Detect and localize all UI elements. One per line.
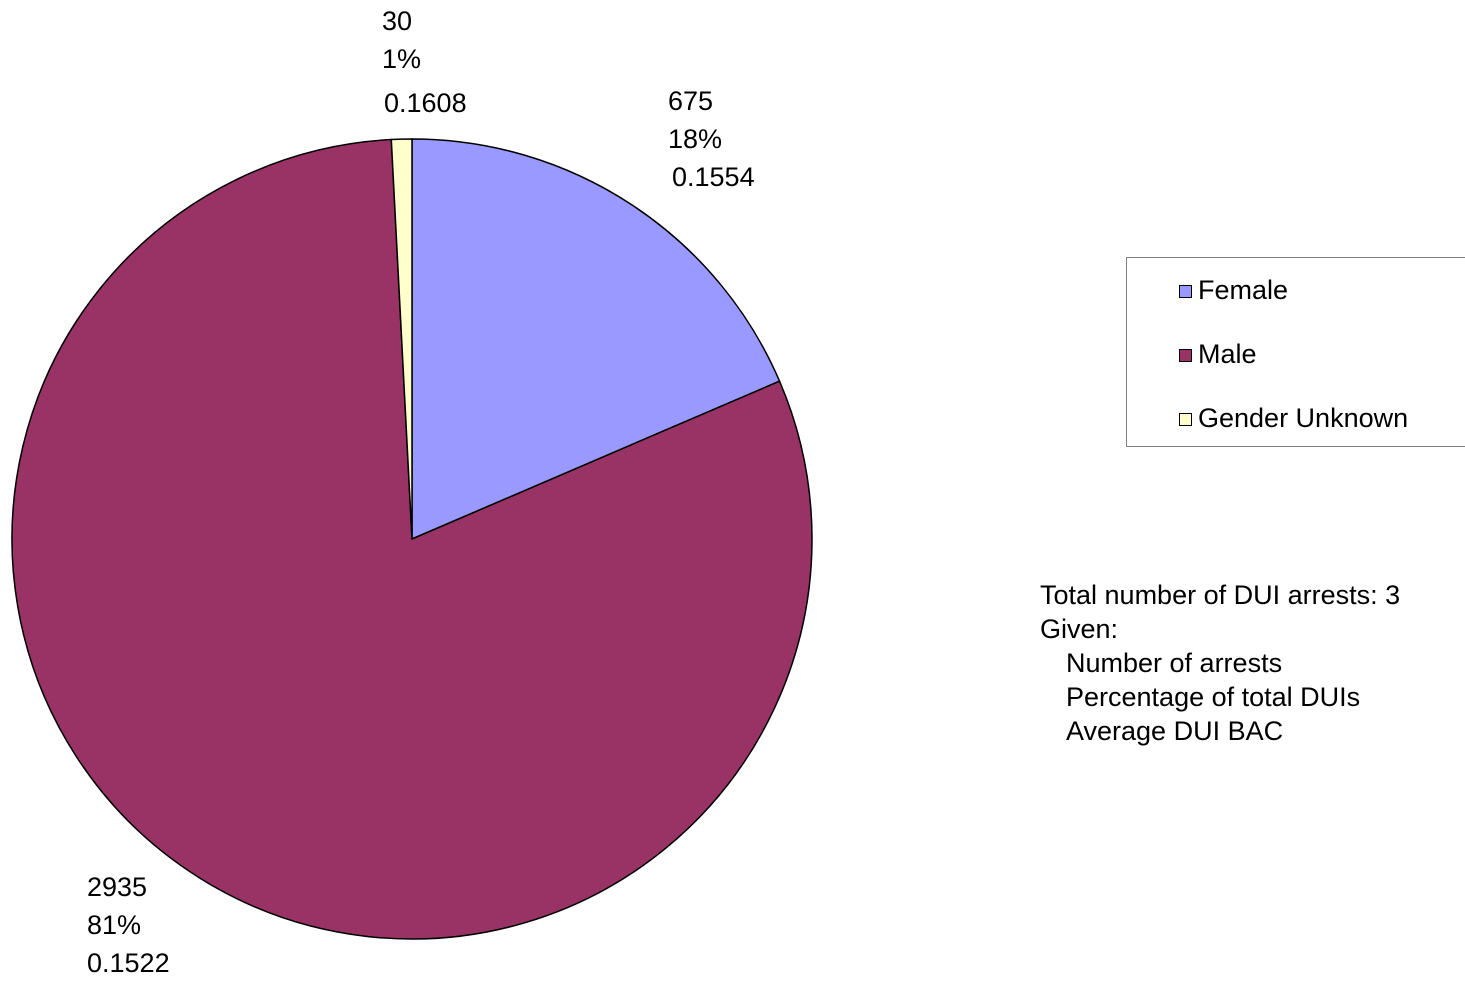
legend-item-unknown: Gender Unknown bbox=[1179, 402, 1408, 434]
male-bac-label: 0.1522 bbox=[87, 948, 170, 978]
pie-slice-gender-unknown bbox=[390, 138, 413, 540]
female-count-label: 675 bbox=[668, 86, 714, 116]
given-item-arrests: Number of arrests bbox=[1066, 648, 1283, 678]
male-swatch-icon bbox=[1179, 349, 1192, 362]
legend-item-male: Male bbox=[1179, 338, 1257, 370]
legend-unknown-label: Gender Unknown bbox=[1198, 403, 1409, 433]
female-swatch-icon bbox=[1179, 285, 1192, 298]
legend-female-label: Female bbox=[1198, 275, 1289, 305]
unknown-percent-label: 1% bbox=[382, 44, 422, 74]
male-count-label: 2935 bbox=[87, 872, 148, 902]
female-percent-label: 18% bbox=[668, 124, 723, 154]
unknown-count-label: 30 bbox=[382, 6, 413, 36]
given-item-percentage: Percentage of total DUIs bbox=[1066, 682, 1361, 712]
legend: Female Male Gender Unknown bbox=[1126, 257, 1465, 447]
male-percent-label: 81% bbox=[87, 910, 142, 940]
female-bac-label: 0.1554 bbox=[672, 162, 755, 192]
female-data-label: 675 18% 0.1554 bbox=[668, 82, 755, 196]
chart-note: Total number of DUI arrests: 3 Given: Nu… bbox=[1040, 578, 1400, 748]
given-item-bac: Average DUI BAC bbox=[1066, 716, 1284, 746]
legend-item-female: Female bbox=[1179, 274, 1288, 306]
legend-male-label: Male bbox=[1198, 339, 1257, 369]
pie-slice-female bbox=[411, 138, 781, 541]
male-data-label: 2935 81% 0.1522 bbox=[87, 868, 170, 982]
unknown-swatch-icon bbox=[1179, 413, 1192, 426]
given-text: Given: bbox=[1040, 614, 1119, 644]
unknown-bac-label: 0.1608 bbox=[384, 88, 467, 118]
total-arrests-text: Total number of DUI arrests: 3 bbox=[1040, 580, 1401, 610]
pie-slice-male bbox=[11, 138, 813, 940]
unknown-data-label: 30 1% 0.1608 bbox=[382, 2, 467, 122]
